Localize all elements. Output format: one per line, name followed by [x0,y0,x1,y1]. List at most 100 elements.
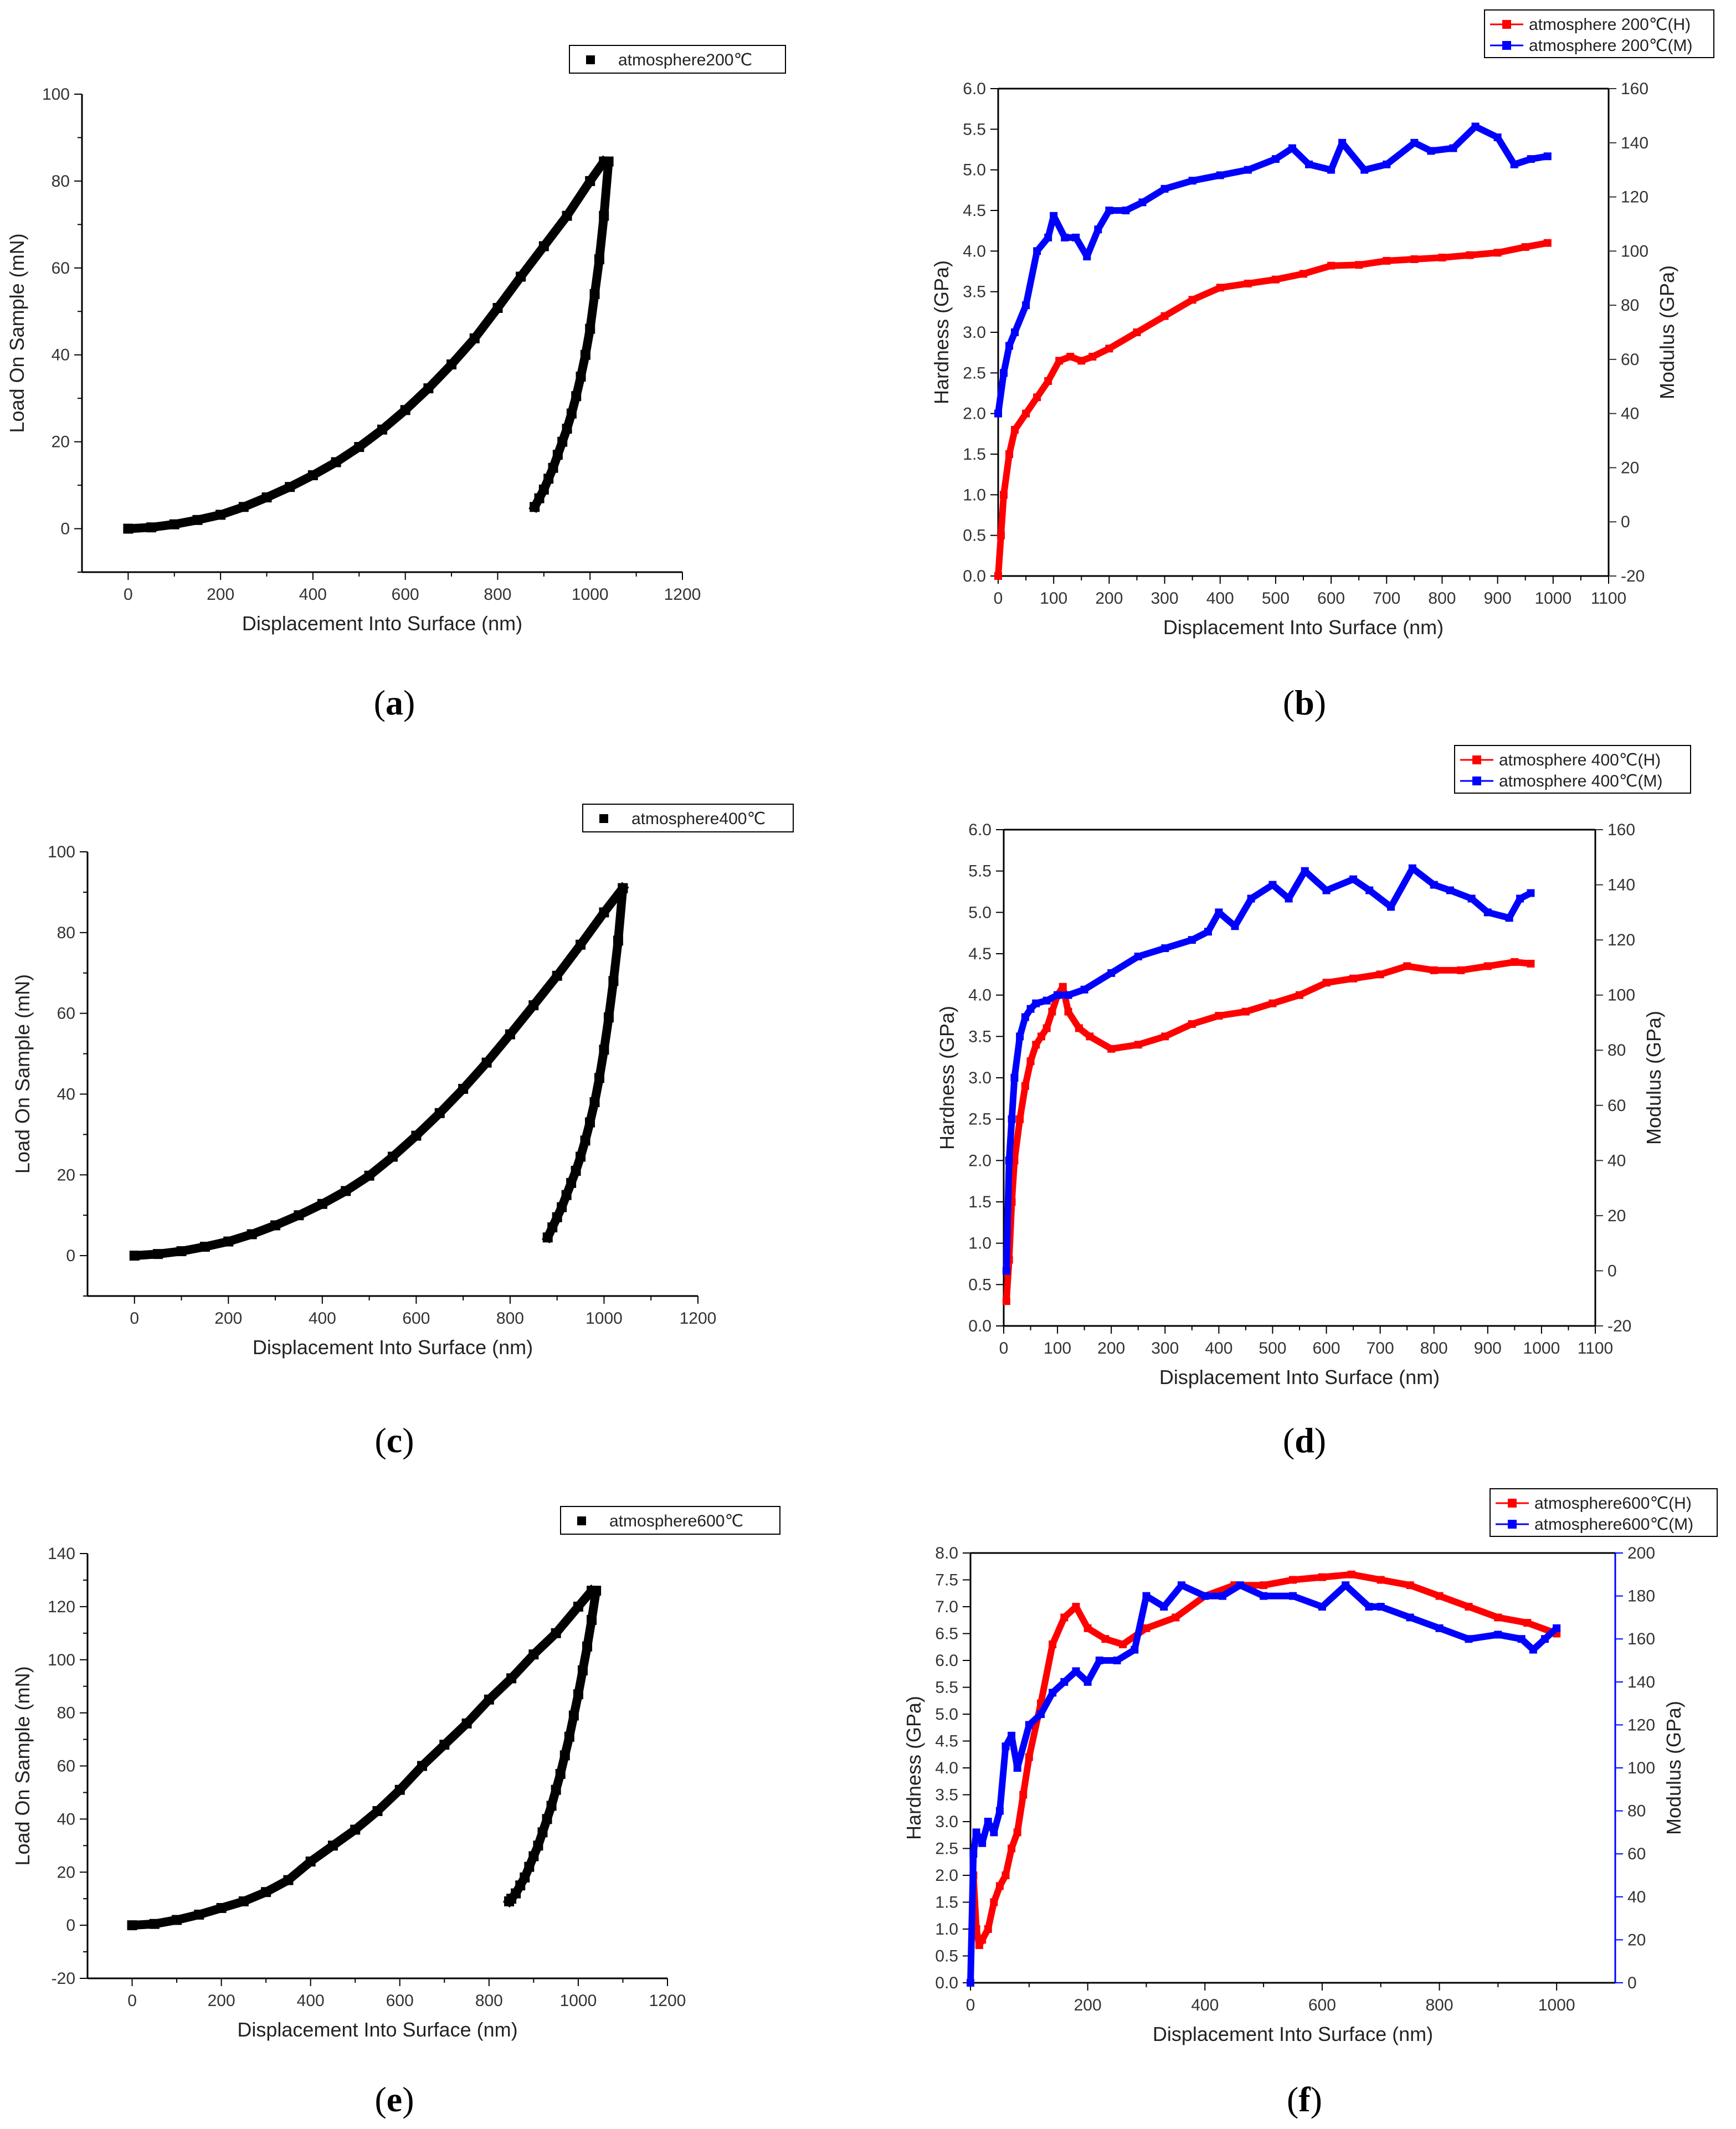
series-line [995,239,1548,577]
y-tick-label: 3.5 [935,1786,958,1804]
series-point [1188,936,1196,944]
loading-point [146,522,157,533]
series-point [1021,1013,1029,1021]
series-modulus [994,122,1552,418]
panel-a: 0 200 400 600 800 1000 1200 0 20 40 60 80 100 Displac… [6,45,786,722]
x-tick-label: 200 [208,1992,235,2010]
caption-open-paren: ( [1287,2080,1298,2119]
x-tick-label: 800 [1426,1996,1453,2014]
series-point [1505,914,1513,922]
caption-letter: e [387,2080,402,2119]
loading-point [172,1915,182,1925]
series-point [1107,969,1116,977]
x-tick-label: 0 [994,589,1003,608]
series-point [1060,1678,1069,1686]
x-tick-label: 300 [1151,589,1179,608]
y-tick-label: 3.0 [935,1813,958,1831]
x-tick-label: 0 [124,585,133,604]
x-tick-label: 700 [1367,1339,1394,1357]
series-point [1119,1640,1127,1648]
loading-point [551,1628,561,1638]
unloading-point [546,1801,557,1811]
y-tick-label: 6.0 [963,80,986,98]
y-tick-label: 1.5 [963,445,986,464]
panel-b: 0 100 200 300 400 500 600 700 800 900 1000 11000.00… [930,9,1714,722]
loading-point [552,970,562,981]
series-point [1054,991,1062,999]
x-tick-label: 1100 [1591,589,1627,608]
series-point [1271,155,1280,163]
unloading-point [589,289,600,299]
y2-tick-label: 100 [1607,986,1635,1005]
y2-tick-label: 200 [1627,1544,1655,1562]
series-point [1037,1032,1045,1041]
y2-tick-label: 40 [1621,405,1639,423]
series-point [1435,1624,1444,1632]
series-line [970,1571,1558,1949]
loading-point [223,1236,234,1247]
loading-point [261,492,272,503]
series-point [1236,1581,1244,1590]
legend-swatch-marker [1472,755,1481,764]
y-tick-label: -20 [52,1969,75,1988]
series-point [1510,160,1518,168]
series-hardness [1002,958,1535,1305]
legend-box [1484,9,1714,58]
loading-point [364,1170,374,1181]
series-point [1177,1581,1185,1590]
y-tick-label: 3.0 [963,323,986,342]
caption-open-paren: ( [1283,1421,1295,1460]
x-tick-label: 1000 [585,1309,623,1328]
unloading-point [576,371,586,382]
series-point [1005,342,1014,350]
y2-tick-label: 100 [1621,242,1648,260]
series-point [1268,999,1277,1007]
y-tick-label: 120 [48,1598,75,1616]
series-point [1216,171,1224,179]
series-point [1322,886,1331,894]
y-tick-label: 3.5 [963,283,986,301]
series-point [1543,152,1552,161]
y-axis-label: Hardness (GPa) [902,1696,925,1840]
series-point [1072,1603,1080,1611]
loading-point [123,523,133,534]
y-axis-label: Load On Sample (mN) [11,1666,34,1865]
y-tick-label: 0.5 [935,1947,958,1966]
y-tick-label: 0 [66,1916,75,1935]
unloading-point [577,1665,588,1675]
loading-point [305,1857,316,1867]
series-point [1050,212,1058,220]
series-point [1161,1032,1169,1041]
series-point [1000,491,1008,499]
y-axis-label: Hardness (GPa) [936,1006,958,1150]
x-tick-label: 600 [402,1309,430,1328]
loading-point [215,510,226,520]
series-point [1083,253,1091,261]
series-point [1055,357,1064,365]
series-point [1247,894,1255,903]
x-axis-label: Displacement Into Surface (nm) [253,1336,533,1359]
x-tick-label: 300 [1151,1339,1179,1357]
loading-point [127,1920,137,1931]
unloading-point [564,1731,574,1742]
loading-point [599,907,609,918]
series-point [1204,928,1212,936]
unloading-point [559,1750,570,1761]
loading-point [394,1785,405,1795]
x-tick-label: 700 [1373,589,1400,608]
series-point [1347,1570,1355,1578]
series-point [1107,1045,1116,1053]
y-tick-label: 20 [57,1863,75,1881]
legend-label: atmosphere600℃(H) [1534,1494,1692,1513]
x-tick-label: 400 [299,585,327,604]
y-tick-label: 0 [60,520,70,538]
series-point [1142,1624,1151,1632]
loading-point [585,176,595,186]
series-point [1001,1871,1010,1879]
x-tick-label: 1200 [649,1992,686,2010]
series-point [1022,301,1030,310]
series-point [1059,983,1067,991]
unloading-point [599,1045,609,1055]
series-point [1527,959,1535,968]
x-tick-label: 1100 [1578,1339,1614,1357]
